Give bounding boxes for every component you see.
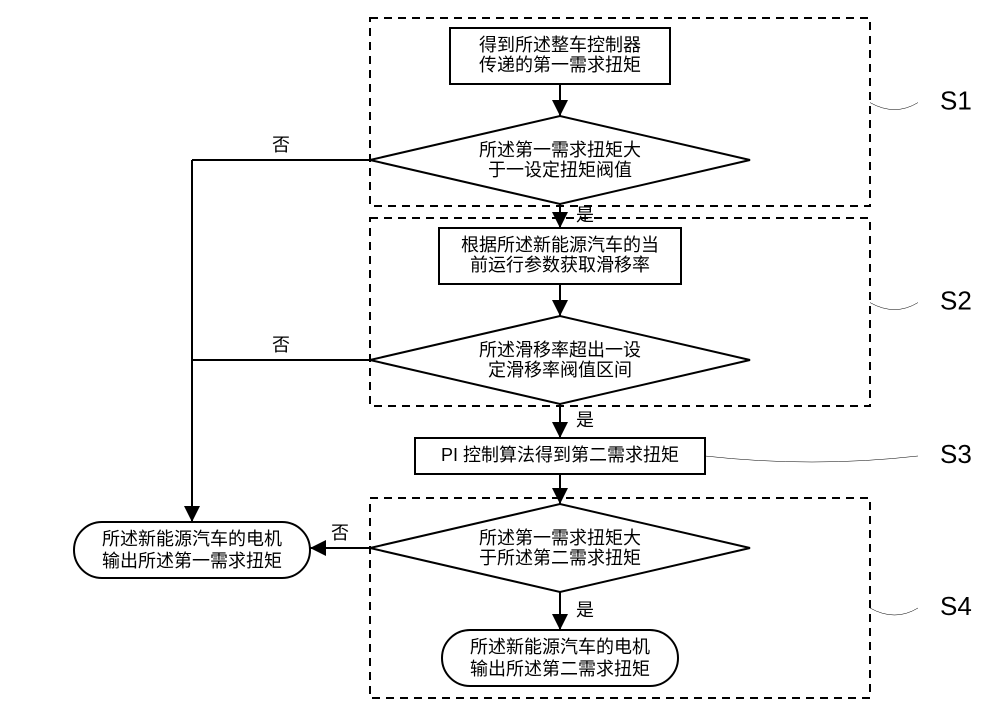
leader [870, 303, 918, 310]
step-label: S1 [940, 85, 972, 115]
term-first-t2: 输出所述第一需求扭矩 [102, 551, 282, 571]
step-label: S4 [940, 591, 972, 621]
s2-rect-text: 前运行参数获取滑移率 [470, 255, 650, 275]
s4-diamond-text2: 于所述第二需求扭矩 [479, 548, 641, 568]
s1-rect-text: 传递的第一需求扭矩 [479, 55, 641, 75]
s3-rect-text: PI 控制算法得到第二需求扭矩 [441, 445, 679, 465]
no3: 否 [331, 523, 349, 543]
step-label: S3 [940, 439, 972, 469]
yes1: 是 [576, 205, 594, 225]
s4-diamond-text1: 所述第一需求扭矩大 [479, 528, 641, 548]
term-second-t1: 所述新能源汽车的电机 [470, 637, 650, 657]
s2-rect-text: 根据所述新能源汽车的当 [461, 235, 659, 255]
term-second-t2: 输出所述第二需求扭矩 [470, 659, 650, 679]
s1-diamond-text1: 所述第一需求扭矩大 [479, 140, 641, 160]
s1-rect-text: 得到所述整车控制器 [479, 35, 641, 55]
s2-diamond-text1: 所述滑移率超出一设 [479, 340, 641, 360]
no1: 否 [272, 135, 290, 155]
leader [870, 103, 918, 110]
s2-diamond-text2: 定滑移率阀值区间 [488, 360, 632, 380]
no2: 否 [272, 335, 290, 355]
leader [705, 456, 918, 462]
yes2: 是 [576, 410, 594, 430]
s1-diamond-text2: 于一设定扭矩阀值 [488, 160, 632, 180]
step-label: S2 [940, 285, 972, 315]
yes3: 是 [576, 600, 594, 620]
term-first-t1: 所述新能源汽车的电机 [102, 529, 282, 549]
leader [870, 608, 918, 615]
